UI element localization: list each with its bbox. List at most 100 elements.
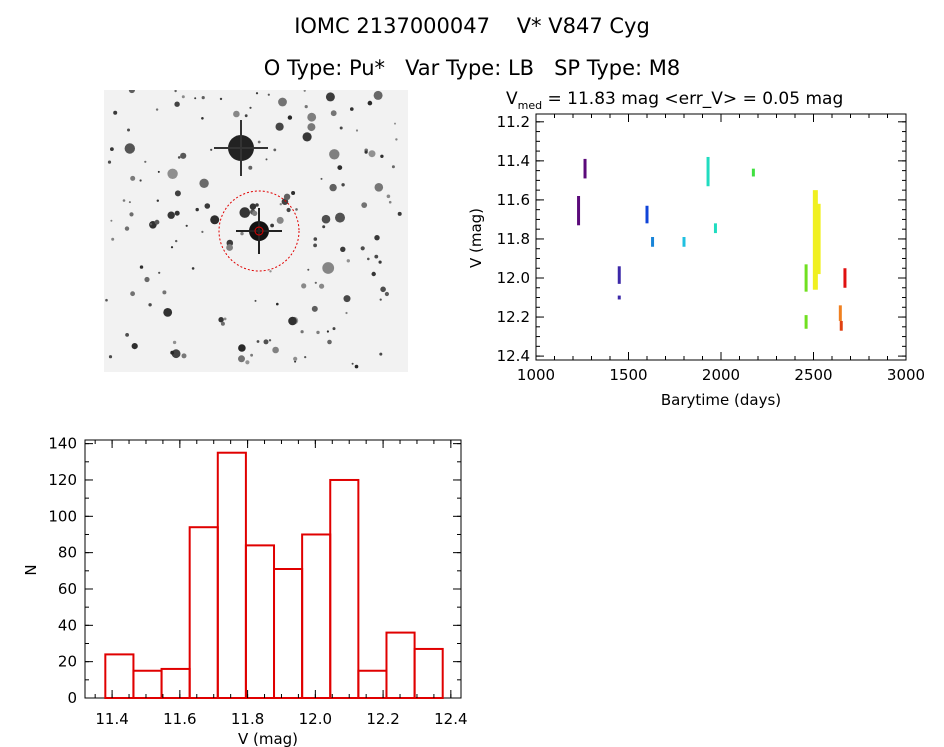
- field-star: [321, 214, 331, 224]
- field-star: [131, 343, 138, 350]
- field-star: [248, 165, 253, 170]
- field-star: [201, 96, 205, 100]
- field-star: [272, 346, 279, 354]
- field-star: [244, 114, 248, 118]
- field-star: [325, 92, 335, 102]
- histogram-bar: [329, 478, 360, 699]
- field-star: [201, 230, 204, 233]
- histogram-bar: [357, 669, 388, 699]
- field-star: [314, 281, 317, 284]
- data-point: [812, 190, 818, 290]
- field-star: [174, 190, 181, 197]
- field-star: [371, 271, 376, 277]
- field-star: [263, 339, 269, 345]
- field-star: [257, 140, 261, 144]
- y-tick-label: 11.6: [497, 191, 530, 209]
- field-star: [395, 138, 398, 141]
- x-tick-label: 1500: [609, 366, 647, 384]
- field-star: [275, 122, 284, 131]
- target-star-icon: [218, 190, 300, 272]
- field-star: [269, 270, 272, 273]
- field-star: [175, 239, 178, 243]
- x-tick-label: 2500: [794, 366, 832, 384]
- field-star: [378, 260, 382, 264]
- data-point: [713, 223, 717, 234]
- field-star: [158, 271, 161, 274]
- y-tick-label: 0: [67, 689, 77, 707]
- field-star: [265, 158, 268, 161]
- data-point: [804, 315, 808, 329]
- field-star: [316, 330, 320, 335]
- field-star: [327, 339, 332, 345]
- field-star: [174, 90, 177, 93]
- field-star: [226, 244, 233, 251]
- field-star: [288, 316, 297, 326]
- histogram-frame: [84, 439, 462, 699]
- field-star: [351, 362, 354, 365]
- field-star: [345, 311, 348, 315]
- y-tick-label: 120: [48, 471, 77, 489]
- field-star: [346, 259, 350, 263]
- field-star: [388, 200, 392, 204]
- field-star: [367, 257, 370, 261]
- field-star: [332, 327, 336, 331]
- field-star: [304, 356, 307, 359]
- histogram-bars: [104, 451, 444, 700]
- light-curve-xlabel: Barytime (days): [661, 391, 781, 409]
- y-tick-label: 11.8: [497, 230, 530, 248]
- field-star: [139, 179, 142, 182]
- field-star: [303, 90, 306, 92]
- x-tick-label: 11.8: [231, 710, 264, 728]
- light-curve-title-rest: = 11.83 mag <err_V> = 0.05 mag: [542, 89, 843, 109]
- histogram-bar: [301, 533, 332, 700]
- light-curve-title: Vmed = 11.83 mag <err_V> = 0.05 mag: [506, 89, 843, 112]
- field-star: [302, 132, 312, 142]
- field-star: [307, 268, 310, 271]
- field-star: [240, 231, 244, 236]
- field-star: [301, 283, 307, 289]
- field-star: [220, 321, 225, 326]
- field-star: [391, 165, 395, 169]
- field-star: [374, 235, 380, 241]
- x-tick-label: 3000: [887, 366, 925, 384]
- y-tick-label: 100: [48, 507, 77, 525]
- field-star: [162, 290, 167, 295]
- field-star: [394, 122, 396, 125]
- histogram-bar: [188, 526, 219, 699]
- x-tick-label: 11.6: [163, 710, 196, 728]
- data-point: [706, 156, 710, 187]
- field-star: [194, 97, 197, 100]
- light-curve-axes: 1000 1500 2000 2500 3000 11.2 11.4 11.6 11.8 12.0…: [497, 113, 926, 384]
- field-star: [326, 330, 329, 333]
- field-star: [354, 364, 359, 369]
- y-tick-label: 80: [58, 544, 77, 562]
- field-star: [107, 160, 112, 164]
- field-star: [139, 265, 144, 269]
- field-star: [210, 148, 213, 151]
- data-point: [751, 168, 755, 177]
- finder-chart-image: [104, 90, 408, 372]
- histogram-bar: [244, 544, 276, 699]
- x-tick-label: 1000: [517, 366, 555, 384]
- field-star: [199, 178, 209, 188]
- field-star: [268, 339, 272, 342]
- histogram-bar: [413, 647, 444, 700]
- field-star: [233, 110, 240, 118]
- field-star: [360, 246, 365, 251]
- field-star: [380, 286, 386, 293]
- field-star: [386, 194, 391, 199]
- field-star: [129, 212, 134, 217]
- y-tick-label: 20: [58, 653, 77, 671]
- field-star: [174, 210, 180, 216]
- x-tick-label: 11.4: [95, 710, 128, 728]
- field-star: [181, 95, 185, 99]
- field-star: [307, 123, 316, 132]
- field-star: [171, 349, 181, 359]
- field-star: [130, 175, 136, 181]
- y-tick-label: 12.4: [497, 347, 530, 365]
- field-star: [167, 168, 178, 179]
- y-tick-label: 12.2: [497, 308, 530, 326]
- x-tick-label: 2000: [702, 366, 740, 384]
- field-star: [124, 226, 130, 231]
- field-star: [283, 193, 291, 200]
